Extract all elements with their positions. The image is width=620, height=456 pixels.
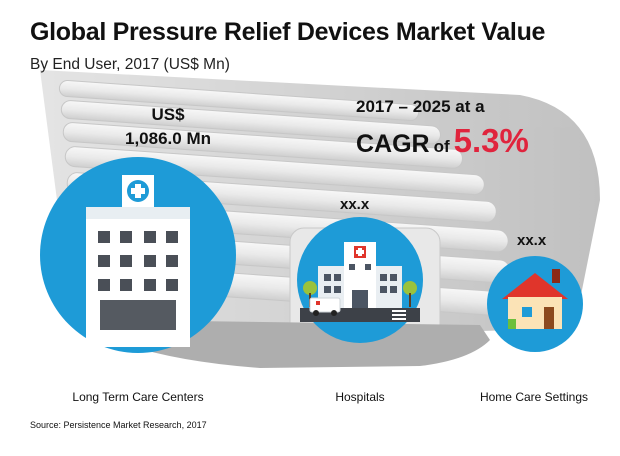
source-note: Source: Persistence Market Research, 201… <box>30 420 207 430</box>
category-label-long-term-care: Long Term Care Centers <box>72 390 204 404</box>
cagr-label: CAGR <box>356 130 430 158</box>
category-label-hospitals: Hospitals <box>335 390 385 404</box>
home-care-bubble <box>487 256 583 352</box>
care-center-building-icon <box>86 175 190 347</box>
hospital-ambulance-icon <box>300 242 420 322</box>
house-icon <box>502 269 568 329</box>
chart-subtitle: By End User, 2017 (US$ Mn) <box>30 56 230 73</box>
home-care-value: xx.x <box>517 232 547 249</box>
long-term-care-bubble <box>40 157 236 353</box>
category-label-home-care: Home Care Settings <box>479 390 589 404</box>
chart-title: Global Pressure Relief Devices Market Va… <box>30 18 546 46</box>
total-currency: US$ <box>151 105 185 124</box>
cagr-line: CAGR of 5.3% <box>356 122 529 160</box>
hospitals-value: xx.x <box>340 196 370 213</box>
cagr-value: 5.3% <box>453 122 529 159</box>
hospitals-bubble <box>297 217 423 343</box>
total-value: 1,086.0 Mn <box>125 129 211 148</box>
cagr-period: 2017 – 2025 at a <box>356 97 485 116</box>
total-value-block: US$ 1,086.0 Mn <box>108 103 228 151</box>
cagr-of: of <box>433 137 450 156</box>
